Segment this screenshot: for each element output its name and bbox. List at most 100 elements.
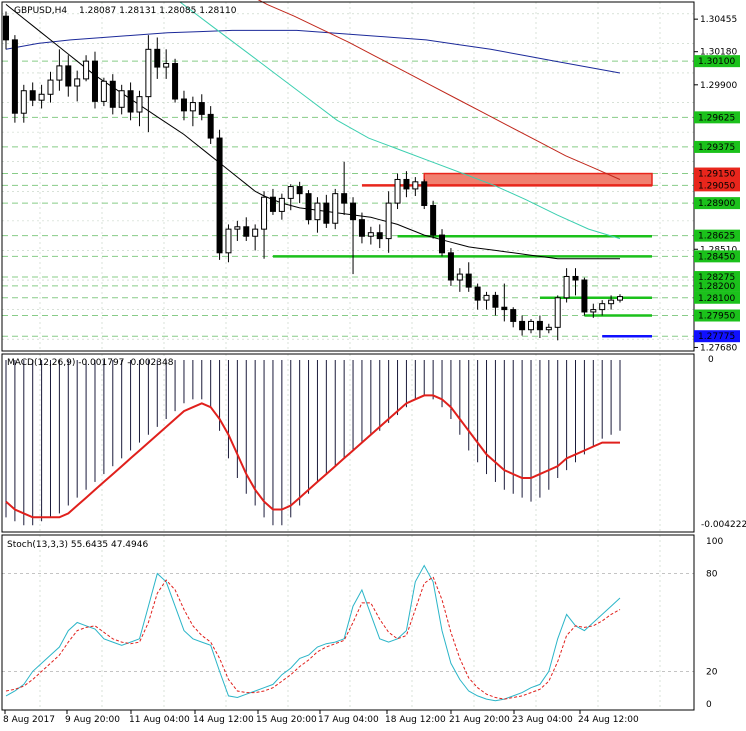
candle-body xyxy=(323,202,330,224)
candle-body xyxy=(385,202,392,240)
stoch-main-line xyxy=(5,564,621,702)
time-axis-label: 11 Aug 04:00 xyxy=(129,715,190,725)
candle-body xyxy=(278,197,285,212)
price-axis-label: 1.29375 xyxy=(698,143,735,153)
candle-body xyxy=(465,273,472,288)
price-axis-label: 1.29050 xyxy=(698,181,735,191)
candle-body xyxy=(261,196,268,230)
candle-body xyxy=(3,15,9,41)
time-axis-label: 15 Aug 20:00 xyxy=(256,715,317,725)
candle-body xyxy=(305,193,312,221)
candle-body xyxy=(439,234,446,254)
candle-body xyxy=(456,273,463,281)
macd-label: MACD(12,26,9) -0.001797 -0.002348 xyxy=(7,358,174,368)
candle-body xyxy=(189,102,196,112)
candle-body xyxy=(528,320,535,331)
candle-body xyxy=(11,39,18,114)
time-axis-label: 9 Aug 20:00 xyxy=(65,715,120,725)
candle-body xyxy=(38,93,45,101)
candle-body xyxy=(172,63,179,100)
level-lines xyxy=(2,60,694,338)
panel-frame xyxy=(1,534,695,711)
candle-body xyxy=(545,326,552,331)
symbol-label: GBPUSD,H4 xyxy=(14,6,67,16)
price-axis-label: 1.29625 xyxy=(698,113,735,123)
candle-body xyxy=(252,228,259,237)
candle-body xyxy=(554,297,561,328)
candle-body xyxy=(430,204,437,236)
price-axis-label: 1.28625 xyxy=(698,232,735,242)
price-axis-label: 1.27950 xyxy=(698,312,735,322)
time-axis-label: 18 Aug 12:00 xyxy=(385,715,446,725)
time-axis-label: 24 Aug 12:00 xyxy=(578,715,639,725)
stoch-axis-label: 20 xyxy=(706,667,718,677)
candle-body xyxy=(492,294,499,308)
ma-red-line xyxy=(257,0,621,180)
candle-body xyxy=(269,196,276,212)
price-axis-label: 1.27775 xyxy=(698,332,735,342)
price-axis-label: 1.29900 xyxy=(700,81,737,91)
resistance-zone xyxy=(423,172,653,187)
price-label-box xyxy=(694,179,740,192)
candle-body xyxy=(314,202,321,221)
macd-axis-label: -0.004222 xyxy=(701,520,746,530)
candle-body xyxy=(83,60,90,80)
candle-body xyxy=(483,294,490,301)
candle-body xyxy=(367,232,374,237)
stoch-axis-label: 80 xyxy=(706,570,718,580)
candle-body xyxy=(225,228,232,254)
time-axis-label: 14 Aug 12:00 xyxy=(193,715,254,725)
macd-axis-label: 0 xyxy=(708,355,714,365)
candle-body xyxy=(474,286,481,301)
stoch-axis-label: 0 xyxy=(706,700,712,710)
candle-body xyxy=(29,90,36,101)
candle-body xyxy=(198,102,205,115)
candle-body xyxy=(20,90,27,114)
candle-body xyxy=(350,202,357,221)
candle-body xyxy=(403,178,410,190)
candle-body xyxy=(581,279,588,313)
candle-body xyxy=(243,226,250,237)
candle-body xyxy=(358,219,365,237)
candle-body xyxy=(91,60,98,102)
price-axis-label: 1.29150 xyxy=(698,170,735,180)
price-label-box xyxy=(694,55,740,68)
price-axis-label: 1.28900 xyxy=(698,199,735,209)
panel-frames xyxy=(1,1,695,711)
stoch-signal-line xyxy=(5,576,621,700)
ohlc-values: 1.28087 1.28131 1.28085 1.28110 xyxy=(79,6,237,16)
panel-frame xyxy=(1,353,695,533)
price-label-box xyxy=(694,167,740,180)
price-label-box xyxy=(694,330,740,343)
ma-blue-line xyxy=(5,29,621,74)
candle-body xyxy=(145,48,152,98)
candle-body xyxy=(519,320,526,331)
candle-body xyxy=(341,193,348,204)
candle-body xyxy=(56,65,63,81)
candle-body xyxy=(127,90,134,113)
macd-plot xyxy=(5,360,621,526)
candle-body xyxy=(447,252,454,281)
candle-body xyxy=(412,181,419,190)
price-label-box xyxy=(694,140,740,153)
candle-body xyxy=(136,96,143,113)
candle-body xyxy=(563,275,570,299)
candle-body xyxy=(65,65,72,87)
candle-body xyxy=(332,193,339,224)
ma-teal-line xyxy=(179,1,621,240)
candle-body xyxy=(287,186,294,199)
time-axis-label: 8 Aug 2017 xyxy=(3,715,55,725)
candle-body xyxy=(47,79,54,95)
candle-body xyxy=(510,309,517,322)
candle-body xyxy=(376,232,383,240)
price-axis-label: 1.30100 xyxy=(698,57,735,67)
candle-body xyxy=(421,181,428,206)
price-axis-label: 1.28200 xyxy=(698,282,735,292)
price-axis-label: 1.27680 xyxy=(700,343,737,353)
candle-body xyxy=(617,296,623,301)
candle-body xyxy=(207,113,214,139)
candle-body xyxy=(590,309,597,313)
price-label-box xyxy=(694,309,740,322)
